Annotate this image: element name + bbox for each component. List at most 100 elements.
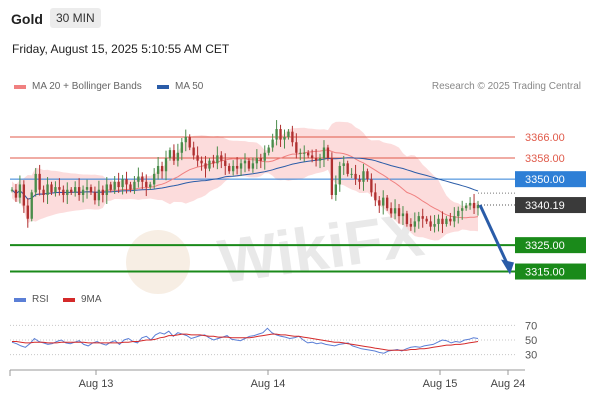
candle-body: [101, 189, 105, 195]
trend-arrow-head: [501, 259, 514, 275]
x-tick-label: Aug 13: [79, 378, 114, 390]
candle-body: [105, 184, 108, 195]
candle-body: [180, 142, 183, 153]
timeframe-tab[interactable]: 30 MIN: [50, 8, 101, 28]
candle-body: [22, 184, 26, 206]
candle-body: [125, 179, 128, 185]
rsi-series-9MA: [12, 333, 479, 351]
rsi-tick-label: 30: [525, 350, 537, 362]
candle-body: [461, 208, 464, 211]
candle-body: [235, 165, 239, 169]
candle-body: [168, 150, 172, 159]
candle-body: [14, 189, 18, 198]
candle-body: [89, 187, 93, 193]
candle-body: [342, 163, 345, 166]
candle-body: [374, 192, 377, 201]
candle-body: [164, 158, 168, 172]
candle-body: [152, 173, 156, 185]
legend-ma50: MA 50: [157, 81, 203, 92]
candle-body: [346, 163, 349, 174]
level-badge: [515, 263, 586, 280]
legend-9ma-label: 9MA: [81, 294, 102, 305]
candle-body: [326, 147, 330, 159]
candle-body: [121, 179, 124, 188]
x-tick-label: Aug 24: [491, 378, 526, 390]
candle-body: [366, 171, 369, 180]
candle-body: [196, 155, 199, 161]
candle-body: [267, 147, 270, 153]
candle-body: [133, 181, 136, 190]
candle-body: [156, 165, 160, 174]
candle-body: [231, 165, 235, 172]
candle-body: [74, 187, 77, 193]
candle-body: [200, 160, 203, 164]
candle-body: [243, 160, 247, 164]
candle-body: [176, 152, 180, 161]
legend-9ma: 9MA: [63, 294, 102, 305]
candle-body: [303, 152, 306, 154]
candle-body: [220, 155, 223, 161]
legend-ma50-swatch: [157, 84, 169, 89]
candle-body: [318, 158, 322, 161]
candle-body: [425, 218, 428, 222]
credit-text: Research © 2025 Trading Central: [431, 81, 581, 92]
ma50-line: [11, 157, 479, 200]
candle-body: [10, 189, 14, 191]
candle-body: [113, 181, 116, 190]
candle-body: [441, 218, 444, 225]
level-label: 3315.00: [525, 267, 565, 279]
candle-body: [18, 184, 22, 198]
candle-body: [437, 218, 440, 225]
level-label: 3350.00: [525, 174, 565, 186]
rsi-tick-label: 70: [525, 320, 537, 332]
candle-body: [354, 173, 357, 180]
last-price-badge: [515, 197, 586, 214]
candle-body: [251, 163, 255, 169]
candle-body: [77, 187, 81, 195]
candle-body: [34, 173, 37, 193]
candle-body: [299, 152, 302, 154]
candle-body: [30, 192, 33, 219]
candle-body: [401, 213, 405, 217]
candle-body: [42, 189, 45, 195]
legend-ma50-label: MA 50: [175, 81, 204, 92]
candle-body: [149, 184, 152, 188]
legend-9ma-swatch: [63, 297, 75, 302]
x-tick-label: Aug 15: [423, 378, 458, 390]
rsi-tick-label: 50: [525, 335, 537, 347]
candle-body: [413, 221, 416, 227]
candle-body: [212, 160, 215, 164]
header-bar: Gold 30 MIN: [0, 0, 590, 38]
candle-body: [405, 213, 409, 225]
legend-ma20: MA 20 + Bollinger Bands: [14, 81, 142, 92]
x-tick-label: Aug 14: [251, 378, 286, 390]
trend-arrow-line: [478, 204, 510, 267]
candle-body: [429, 221, 432, 227]
candle-body: [50, 184, 53, 193]
candle-body: [472, 202, 476, 209]
candle-body: [310, 155, 314, 159]
candle-body: [259, 158, 262, 161]
candle-body: [421, 216, 424, 219]
level-label: 3325.00: [525, 240, 565, 252]
candle-body: [224, 160, 227, 166]
level-label: 3366.00: [525, 132, 565, 144]
candle-body: [370, 179, 373, 193]
level-badge: [515, 237, 586, 254]
candle-body: [338, 165, 341, 185]
candle-body: [117, 181, 120, 188]
candle-body: [239, 163, 243, 169]
candle-body: [58, 187, 61, 190]
candle-body: [382, 197, 385, 206]
watermark-logo-icon: [126, 230, 190, 294]
candle-body: [271, 139, 274, 148]
legend-ma20-swatch: [14, 84, 26, 89]
candle-body: [385, 197, 389, 209]
candle-body: [172, 150, 176, 161]
candle-body: [449, 218, 452, 222]
candle-body: [362, 171, 365, 182]
candle-body: [137, 176, 140, 182]
candle-body: [145, 181, 148, 188]
candle-body: [216, 155, 219, 164]
candle-body: [433, 224, 436, 227]
